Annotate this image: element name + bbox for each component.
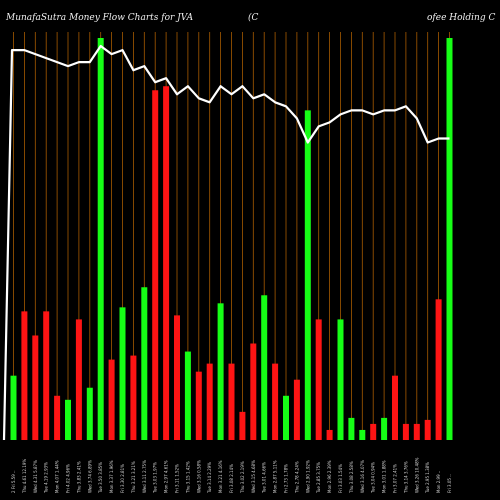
bar-17 <box>195 371 202 440</box>
x-tick-label-34: Mon 3.01 1.88% <box>382 460 387 493</box>
x-tick-label-26: Thu 2.78 4.24% <box>294 461 299 494</box>
x-tick-label-40: Fri 3.05 .. <box>447 474 452 493</box>
x-tick-label-19: Mon 3.21 4.16% <box>218 460 223 493</box>
bar-4 <box>54 395 61 440</box>
bar-16 <box>184 351 191 440</box>
bar-28 <box>315 319 322 440</box>
bar-31 <box>348 417 355 440</box>
x-tick-label-25: Fri 2.73 1.78% <box>284 464 289 493</box>
x-tick-label-8: Tue 3.50 3.85% <box>98 462 103 494</box>
bar-29 <box>326 429 333 440</box>
x-tick-label-13: Tue 3.03 1.97% <box>153 462 158 494</box>
x-tick-label-33: Tue 3.04 0.94% <box>371 462 376 494</box>
bar-21 <box>239 411 246 440</box>
bar-13 <box>152 90 159 440</box>
bars <box>10 38 453 441</box>
x-tick-label-17: Wed 3.16 0.58% <box>196 460 201 493</box>
bar-32 <box>359 429 366 440</box>
x-tick-label-6: Thu 3.83 2.41% <box>76 461 81 494</box>
bar-35 <box>392 375 398 440</box>
x-tick-label-4: Mon 4.07 1.44% <box>55 460 60 493</box>
bar-23 <box>261 295 268 440</box>
bar-26 <box>293 379 300 440</box>
bar-3 <box>43 311 50 440</box>
bar-18 <box>206 363 213 440</box>
bar-11 <box>130 355 137 440</box>
x-tick-label-12: Wed 3.11 2.75% <box>142 460 147 493</box>
x-tick-label-39: Mon 2.99 .. <box>436 471 441 493</box>
bar-30 <box>337 319 344 440</box>
x-tick-label-23: Tue 3.01 4.66% <box>262 462 267 494</box>
bar-14 <box>163 86 170 441</box>
bar-33 <box>370 423 377 440</box>
x-tick-label-31: Thu 3.08 2.58% <box>349 461 354 494</box>
x-tick-labels: 2 Fri 5.59 .. Thu 4.61 12.19% Wed 4.31 5.8… <box>11 457 452 494</box>
bar-7 <box>86 387 93 440</box>
x-tick-label-32: Wed 3.16 4.07% <box>360 460 365 493</box>
bar-25 <box>283 395 289 440</box>
chart-title-left: MunafaSutra Money Flow Charts for JVA <box>5 13 194 23</box>
x-tick-label-0: 2 Fri 5.59 .. <box>11 470 16 493</box>
bar-9 <box>108 359 115 440</box>
bar-27 <box>304 110 311 441</box>
x-tick-label-16: Thu 3.15 1.42% <box>185 461 190 494</box>
x-tick-label-11: Thu 3.21 3.21% <box>131 461 136 494</box>
bar-8 <box>97 38 104 440</box>
x-tick-label-28: Tue 2.85 3.75% <box>316 462 321 494</box>
x-tick-label-29: Mon 2.96 2.39% <box>327 460 332 493</box>
bar-2 <box>32 335 39 440</box>
x-tick-label-10: Fri 3.30 2.81% <box>120 464 125 493</box>
bar-39 <box>435 299 442 440</box>
bar-19 <box>217 303 224 440</box>
x-tick-label-21: Thu 3.02 2.19% <box>240 461 245 494</box>
bar-20 <box>228 363 235 440</box>
bar-37 <box>413 423 420 440</box>
x-tick-label-22: Wed 3.15 4.68% <box>251 460 256 493</box>
money-flow-line <box>2 44 450 441</box>
x-tick-label-35: Fri 3.07 2.41% <box>393 464 398 493</box>
x-tick-label-7: Wed 3.74 6.89% <box>87 460 92 493</box>
chart-title-mid: (C <box>248 12 259 23</box>
x-tick-label-18: Tue 3.14 2.29% <box>207 462 212 494</box>
x-tick-label-30: Fri 3.03 1.54% <box>338 464 343 493</box>
bar-15 <box>174 315 180 440</box>
x-tick-label-20: Fri 3.08 2.14% <box>229 464 234 493</box>
x-tick-label-5: Fri 4.02 4.96% <box>66 464 71 493</box>
x-tick-label-14: Mon 2.97 4.61% <box>164 460 169 493</box>
x-tick-label-1: Thu 4.61 12.19% <box>22 459 27 494</box>
x-tick-label-38: Tue 2.95 1.38% <box>425 462 430 494</box>
bar-38 <box>424 419 431 440</box>
x-tick-label-36: Thu 3.14 3.76% <box>403 461 408 494</box>
bar-24 <box>272 363 279 440</box>
chart-title-right: ofee Holding C <box>427 13 495 23</box>
x-tick-label-3: Tue 4.19 2.93% <box>44 462 49 494</box>
x-tick-label-2: Wed 4.31 5.87% <box>33 460 38 493</box>
bar-40 <box>446 38 453 440</box>
bar-0 <box>10 375 17 440</box>
bar-6 <box>75 319 82 440</box>
bar-1 <box>21 311 28 440</box>
bar-34 <box>381 417 388 440</box>
x-tick-label-24: Mon 2.87 5.11% <box>273 460 278 493</box>
bar-12 <box>141 287 148 440</box>
x-tick-label-15: Fri 3.11 1.52% <box>175 464 180 493</box>
x-tick-label-37: Wed 3.26 10.48% <box>414 457 419 493</box>
bar-5 <box>65 399 71 440</box>
bar-36 <box>402 423 409 440</box>
bar-10 <box>119 307 126 440</box>
x-tick-label-9: Mon 3.37 1.96% <box>109 460 114 493</box>
x-tick-label-27: Wed 2.90 1.92% <box>305 460 310 493</box>
bar-22 <box>250 343 257 440</box>
